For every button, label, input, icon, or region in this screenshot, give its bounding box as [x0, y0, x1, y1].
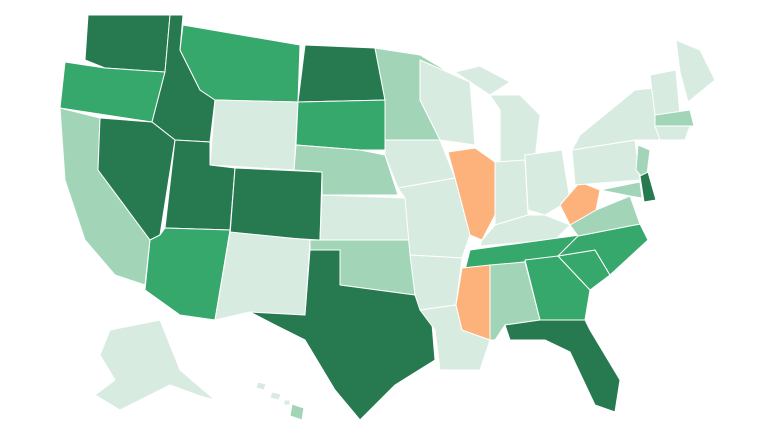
state-region: [151, 14, 216, 143]
state-region: [504, 319, 621, 413]
state-region: [409, 254, 463, 311]
state-region: [455, 264, 491, 341]
state-region: [209, 99, 299, 171]
state-region: [494, 159, 529, 226]
state-region: [249, 249, 436, 421]
state-region: [283, 399, 291, 406]
state-region: [654, 125, 691, 141]
state-region: [654, 109, 695, 127]
state-region: [295, 99, 386, 151]
state-region: [524, 149, 571, 216]
state-region: [293, 144, 399, 196]
state-region: [229, 167, 323, 241]
state-region: [675, 39, 716, 103]
state-region: [255, 381, 267, 391]
state-region: [319, 194, 411, 241]
state-region: [297, 44, 386, 103]
state-region: [419, 59, 476, 146]
state-region: [214, 231, 311, 321]
state-region: [84, 14, 171, 73]
state-region: [289, 403, 305, 421]
state-region: [649, 69, 681, 116]
state-region: [447, 147, 496, 241]
state-region: [454, 65, 511, 96]
state-region: [269, 391, 282, 401]
state-region: [559, 181, 601, 226]
state-region: [524, 255, 591, 321]
state-region: [639, 171, 657, 203]
state-region: [94, 319, 216, 411]
state-region: [599, 181, 643, 199]
state-region: [479, 214, 571, 247]
state-region: [571, 87, 661, 151]
